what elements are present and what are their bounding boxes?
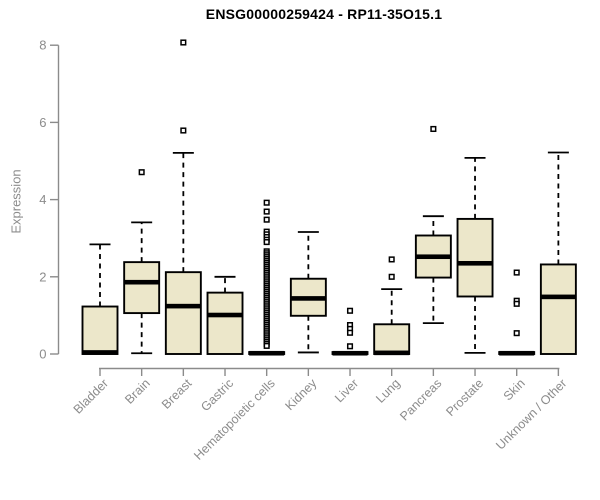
boxplot-hematopoietic-cells	[248, 199, 286, 356]
y-tick-label: 0	[39, 347, 46, 362]
median-line	[207, 312, 243, 318]
x-tick-label: Kidney	[283, 376, 320, 413]
boxplot-bladder	[81, 243, 119, 355]
median-line	[415, 254, 451, 260]
boxplot-breast	[164, 39, 202, 355]
box	[373, 323, 411, 355]
y-tick-label: 8	[39, 38, 46, 53]
outlier-point	[263, 208, 270, 215]
median-line	[290, 296, 326, 301]
outlier-point	[513, 330, 520, 337]
box	[123, 261, 161, 315]
boxplot-pancreas	[414, 125, 452, 325]
median-line	[82, 350, 118, 355]
boxplot-gastric	[206, 275, 244, 355]
median-line	[499, 350, 535, 356]
x-tick-label: Pancreas	[397, 376, 444, 423]
box	[164, 271, 202, 355]
outlier-point	[388, 273, 395, 280]
outlier-point	[263, 342, 270, 349]
outlier-point	[430, 125, 437, 133]
median-line	[457, 260, 493, 266]
outlier-point	[263, 199, 270, 206]
median-line	[374, 350, 410, 356]
outlier-point	[513, 300, 520, 307]
median-line	[165, 303, 201, 309]
outlier-point	[263, 239, 270, 246]
outlier-point	[388, 256, 395, 263]
chart-title: ENSG00000259424 - RP11-35O15.1	[205, 6, 443, 22]
x-tick-label: Liver	[332, 376, 361, 405]
x-tick-label: Bladder	[71, 376, 111, 416]
outlier-point	[513, 269, 520, 276]
x-tick-label: Prostate	[443, 376, 486, 419]
x-tick-label: Gastric	[198, 376, 236, 414]
outlier-point	[346, 343, 354, 350]
boxplot-unknown-other	[539, 151, 577, 355]
x-tick-label: Lung	[373, 376, 403, 406]
box	[456, 217, 494, 298]
x-tick-label: Skin	[501, 376, 528, 403]
median-line	[540, 294, 576, 300]
y-tick-label: 4	[39, 192, 46, 207]
boxplot-liver	[331, 307, 369, 356]
y-tick-label: 2	[39, 269, 46, 284]
outlier-point	[263, 216, 270, 223]
median-line	[124, 279, 160, 285]
median-line	[332, 350, 368, 356]
boxplot-kidney	[289, 231, 327, 354]
box	[206, 291, 244, 355]
x-tick-label: Brain	[122, 376, 153, 407]
x-tick-label: Breast	[159, 376, 195, 412]
boxplot-lung	[373, 256, 411, 356]
outlier-point	[180, 127, 187, 134]
boxplot-brain	[123, 169, 161, 355]
y-tick-label: 6	[39, 115, 46, 130]
x-tick-label: Unknown / Other	[493, 376, 569, 452]
y-axis: 0 2 4 6 8	[39, 38, 60, 362]
box	[539, 263, 577, 355]
outlier-point	[346, 307, 354, 314]
outlier-point	[346, 329, 354, 336]
boxplot-skin	[498, 269, 536, 356]
box	[81, 305, 119, 355]
outlier-point	[180, 39, 187, 46]
boxplot-prostate	[456, 157, 494, 354]
x-tick-label: Hematopoietic cells	[191, 376, 278, 463]
median-line	[249, 350, 285, 356]
outlier-point	[138, 169, 145, 176]
